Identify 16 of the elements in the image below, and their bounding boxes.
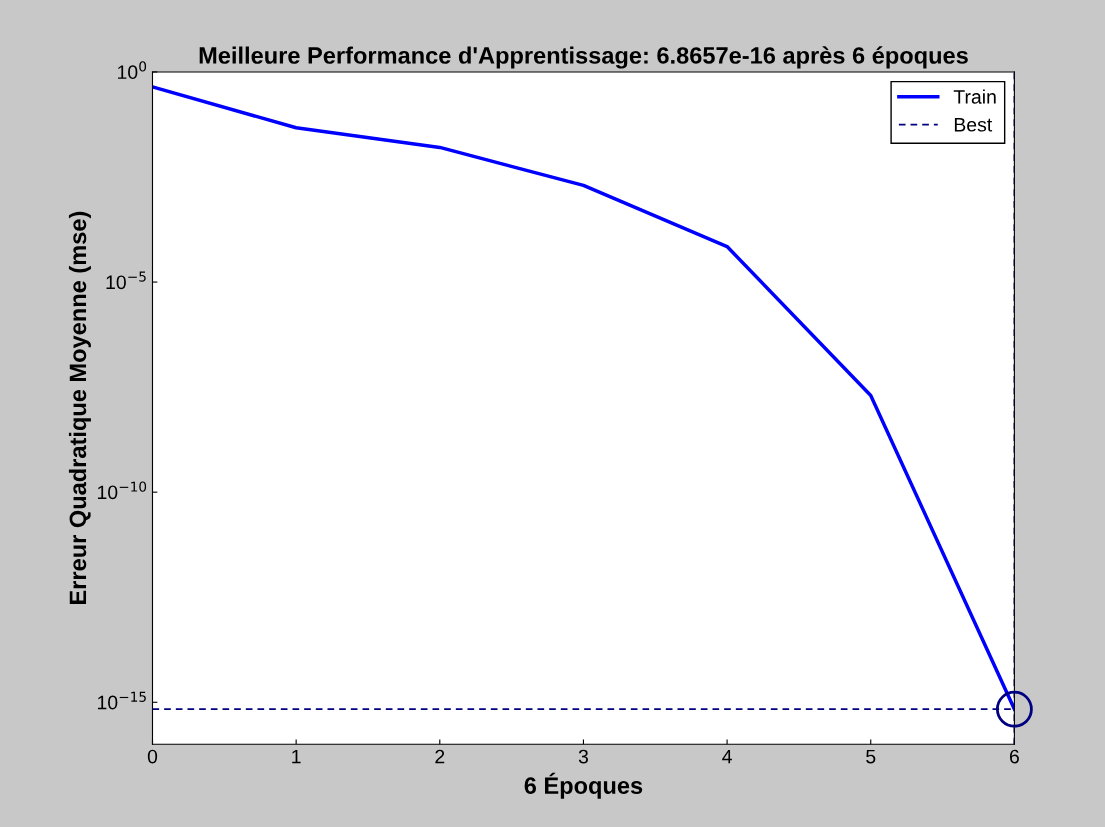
x-tick-label: 3 [578, 749, 588, 764]
x-tick-label: 0 [147, 749, 158, 764]
x-tick-label: 4 [722, 749, 732, 764]
x-tick-label: 6 [1009, 749, 1019, 764]
x-tick-label: 1 [292, 749, 301, 764]
x-tick-label: 5 [866, 749, 876, 764]
x-tick-label: 2 [435, 749, 445, 764]
y-tick-label: 10$^{−10}$ [97, 481, 147, 500]
y-tick-label: 10$^{−5}$ [106, 271, 146, 290]
legend-label: Train [953, 89, 996, 104]
chart-title: Meilleure Performance d'Apprentissage: 6.8657e-16 après 6 époques [199, 46, 968, 69]
legend-label: Best [954, 118, 993, 132]
y-tick-label: 10$^{0}$ [118, 61, 147, 80]
y-axis-title: Erreur Quadratique Moyenne (mse) [68, 211, 91, 604]
x-axis-title: 6 Époques [524, 772, 643, 799]
y-tick-label: 10$^{−15}$ [97, 691, 146, 710]
